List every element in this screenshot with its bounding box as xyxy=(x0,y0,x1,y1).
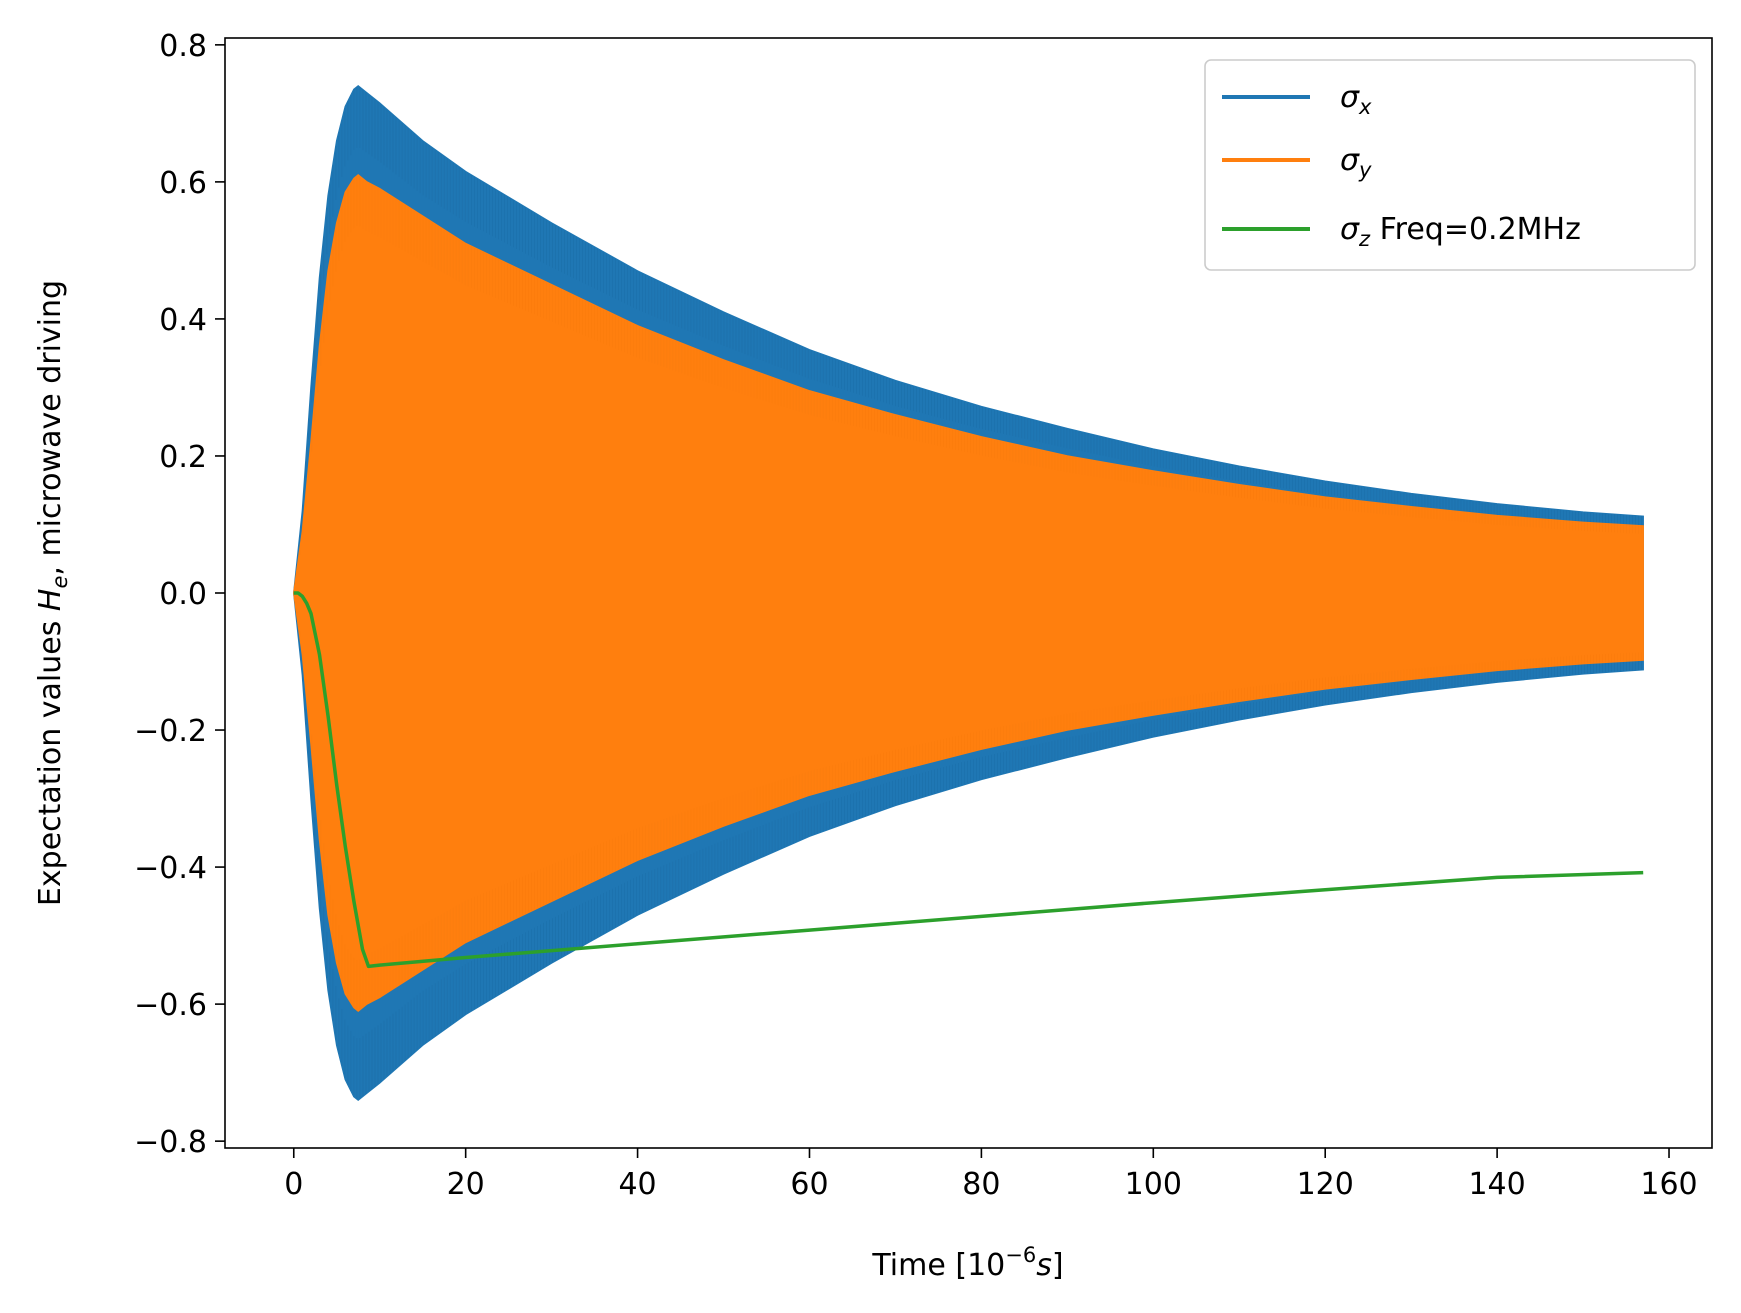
x-tick-label: 120 xyxy=(1297,1167,1354,1202)
x-tick-label: 40 xyxy=(618,1167,656,1202)
x-tick-label: 60 xyxy=(790,1167,828,1202)
y-tick-label: 0.0 xyxy=(159,577,207,612)
y-tick-label: 0.8 xyxy=(159,29,207,64)
series-line-sigma-z xyxy=(293,591,1644,969)
x-axis-label: Time [10−6s] xyxy=(871,1243,1063,1283)
y-axis-label: Expectation values He, microwave driving xyxy=(33,280,72,906)
legend-entry-sigma-z: σz Freq=0.2MHz xyxy=(1222,212,1581,251)
x-tick-label: 0 xyxy=(284,1167,303,1202)
x-tick-label: 160 xyxy=(1640,1167,1697,1202)
y-tick-label: −0.4 xyxy=(134,851,207,886)
series-layer xyxy=(293,85,1644,1101)
x-tick-label: 80 xyxy=(962,1167,1000,1202)
legend-label-sigma-y: σy xyxy=(1340,143,1372,182)
y-tick-label: −0.2 xyxy=(134,714,207,749)
legend-label-sigma-x: σx xyxy=(1340,80,1372,119)
legend-label-sigma-z: σz Freq=0.2MHz xyxy=(1340,212,1581,251)
legend-entry-sigma-y: σy xyxy=(1222,143,1372,182)
legend-entry-sigma-x: σx xyxy=(1222,80,1372,119)
y-tick-label: −0.8 xyxy=(134,1125,207,1160)
legend-frame xyxy=(1204,59,1696,271)
legend: σx σy σz Freq=0.2MHz xyxy=(1204,59,1696,271)
y-tick-label: 0.4 xyxy=(159,303,207,338)
y-tick-label: 0.2 xyxy=(159,440,207,475)
series-texture-sigma-x xyxy=(296,87,1642,1099)
y-axis: 0.8 0.6 0.4 0.2 0.0 −0.2 −0.4 −0.6 −0.8 xyxy=(134,29,225,1160)
series-texture-sigma-y xyxy=(296,176,1642,1010)
x-axis: 0 20 40 60 80 100 120 140 160 xyxy=(284,1148,1698,1202)
y-tick-label: −0.6 xyxy=(134,988,207,1023)
x-tick-label: 100 xyxy=(1125,1167,1182,1202)
x-tick-label: 20 xyxy=(447,1167,485,1202)
x-tick-label: 140 xyxy=(1468,1167,1525,1202)
y-tick-label: 0.6 xyxy=(159,166,207,201)
series-envelope-sigma-y xyxy=(293,174,1644,1012)
